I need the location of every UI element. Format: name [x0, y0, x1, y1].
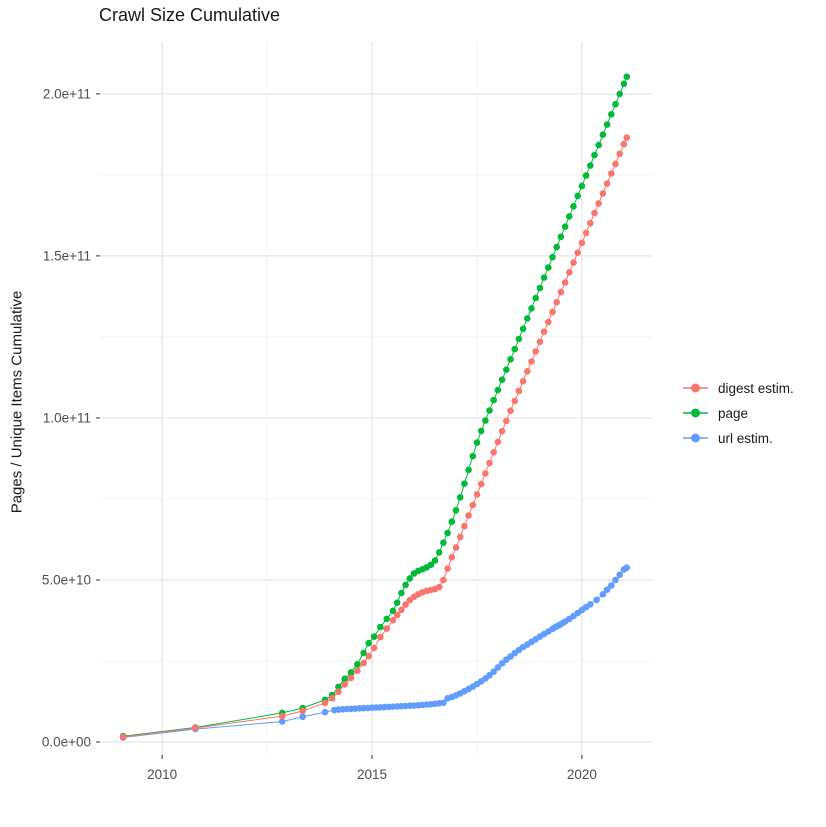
y-tick-label: 5.0e+10	[42, 572, 91, 587]
legend-item-url-estim: url estim.	[682, 430, 794, 446]
y-tick-label: 0.0e+00	[42, 735, 91, 750]
gridlines-major	[100, 42, 652, 755]
series-points-digest-estim	[119, 134, 631, 741]
legend-label-url-estim: url estim.	[718, 430, 773, 446]
x-tick-label: 2015	[357, 767, 387, 782]
y-axis-label: Pages / Unique Items Cumulative	[8, 290, 26, 514]
legend-item-page: page	[682, 405, 794, 421]
series-url-estim	[119, 564, 631, 741]
legend: digest estim. page url estim.	[682, 380, 794, 446]
legend-key-page	[683, 408, 708, 418]
axis-ticks	[96, 93, 583, 759]
legend-label-digest-estim: digest estim.	[718, 380, 794, 396]
series-points-url-estim	[119, 564, 631, 741]
gridlines-minor	[100, 42, 652, 755]
legend-key-digest-estim	[683, 383, 708, 393]
legend-item-digest-estim: digest estim.	[682, 380, 794, 396]
series-digest-estim	[119, 134, 631, 741]
y-tick-label: 1.5e+11	[43, 248, 91, 263]
series-page	[119, 73, 631, 740]
chart-title: Crawl Size Cumulative	[99, 5, 281, 25]
x-tick-label: 2020	[567, 767, 597, 782]
y-tick-label: 2.0e+11	[43, 86, 91, 101]
series-points-page	[119, 73, 631, 740]
y-tick-label: 1.0e+11	[43, 410, 91, 425]
legend-label-page: page	[718, 405, 749, 421]
legend-key-url-estim	[683, 433, 708, 443]
series-line-url-estim	[123, 567, 628, 738]
x-tick-label: 2010	[147, 767, 177, 782]
